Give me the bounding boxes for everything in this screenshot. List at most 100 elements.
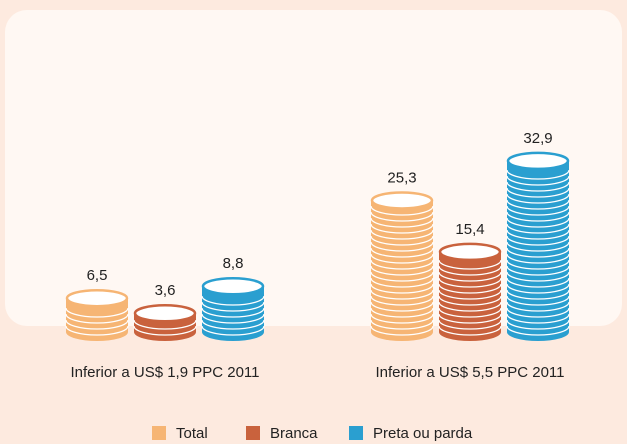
- coin-edge: [133, 325, 197, 336]
- coin-edge: [438, 283, 502, 294]
- coin-edge: [370, 253, 434, 264]
- legend-swatch: [349, 426, 363, 440]
- coin-edge: [506, 175, 570, 186]
- coin-top: [201, 276, 265, 296]
- coin-body: [507, 160, 569, 332]
- value-label: 3,6: [155, 282, 176, 299]
- coin-edge: [370, 241, 434, 252]
- coin-stack: [65, 288, 129, 341]
- coin-edge: [506, 301, 570, 312]
- coin-edge: [370, 295, 434, 306]
- coin-edge: [438, 295, 502, 306]
- coin-edge: [370, 271, 434, 282]
- coin-edge: [201, 301, 265, 312]
- value-label: 8,8: [223, 255, 244, 272]
- coin-edge: [438, 301, 502, 312]
- coin-edge: [201, 319, 265, 330]
- coin-edge: [506, 187, 570, 198]
- coin-edge: [370, 283, 434, 294]
- coin-edge: [506, 289, 570, 300]
- coin-edge: [506, 295, 570, 306]
- coin-body: [439, 251, 501, 332]
- coin-edge: [506, 205, 570, 216]
- coin-edge: [370, 205, 434, 216]
- coin-edge: [438, 259, 502, 270]
- coin-edge: [506, 277, 570, 288]
- coin-edge: [370, 229, 434, 240]
- coin-stack: [438, 242, 502, 341]
- value-label: 25,3: [387, 169, 416, 186]
- legend-label: Total: [176, 425, 208, 442]
- coin-edge: [370, 313, 434, 324]
- coin-edge: [438, 313, 502, 324]
- coin-edge: [506, 223, 570, 234]
- x-tick-label: Inferior a US$ 5,5 PPC 2011: [376, 364, 565, 381]
- coin-edge: [438, 325, 502, 336]
- coin-edge: [133, 319, 197, 330]
- coin-edge: [506, 241, 570, 252]
- coin-edge: [506, 307, 570, 318]
- coin-edge: [370, 223, 434, 234]
- coin-edge: [438, 319, 502, 330]
- coin-edge: [506, 325, 570, 336]
- coin-edge: [506, 193, 570, 204]
- coin-edge: [370, 259, 434, 270]
- coin-stack: [133, 304, 197, 341]
- coin-edge: [438, 289, 502, 300]
- legend-swatch: [246, 426, 260, 440]
- coin-edge: [201, 325, 265, 336]
- coin-edge: [370, 217, 434, 228]
- coin-edge: [370, 265, 434, 276]
- coin-edge: [201, 313, 265, 324]
- coin-edge: [506, 283, 570, 294]
- coin-edge: [438, 265, 502, 276]
- coin-stack: [370, 191, 434, 341]
- x-tick-label: Inferior a US$ 1,9 PPC 2011: [71, 364, 260, 381]
- coin-edge: [370, 211, 434, 222]
- coin-edge: [370, 277, 434, 288]
- coin-edge: [506, 259, 570, 270]
- coin-edge: [370, 235, 434, 246]
- coin-edge: [370, 307, 434, 318]
- coin-edge: [506, 211, 570, 222]
- coin-edge: [65, 325, 129, 336]
- coin-edge: [506, 217, 570, 228]
- coin-stack: [201, 276, 265, 341]
- coin-edge: [506, 235, 570, 246]
- legend-swatch: [152, 426, 166, 440]
- coin-edge: [506, 229, 570, 240]
- coin-edge: [506, 247, 570, 258]
- coin-edge: [201, 307, 265, 318]
- coin-edge: [438, 271, 502, 282]
- coin-edge: [370, 301, 434, 312]
- coin-edge: [65, 313, 129, 324]
- coin-edge: [65, 319, 129, 330]
- coin-edge: [65, 307, 129, 318]
- coin-edge: [506, 181, 570, 192]
- coin-edge: [438, 277, 502, 288]
- coin-top: [506, 151, 570, 171]
- value-label: 6,5: [87, 267, 108, 284]
- coin-top: [65, 288, 129, 308]
- coin-edge: [370, 319, 434, 330]
- coin-edge: [506, 199, 570, 210]
- coin-edge: [506, 169, 570, 180]
- legend-label: Preta ou parda: [373, 425, 473, 442]
- coin-edge: [506, 271, 570, 282]
- coin-edge: [506, 319, 570, 330]
- coin-edge: [438, 307, 502, 318]
- coin-edge: [370, 325, 434, 336]
- coin-top: [438, 242, 502, 262]
- value-label: 32,9: [523, 130, 552, 147]
- coin-edge: [506, 253, 570, 264]
- coin-edge: [506, 265, 570, 276]
- coin-edge: [370, 289, 434, 300]
- coin-edge: [370, 247, 434, 258]
- coin-top: [133, 304, 197, 323]
- coin-stack: [506, 151, 570, 341]
- legend-label: Branca: [270, 425, 318, 442]
- coin-edge: [201, 295, 265, 306]
- value-label: 15,4: [455, 221, 484, 238]
